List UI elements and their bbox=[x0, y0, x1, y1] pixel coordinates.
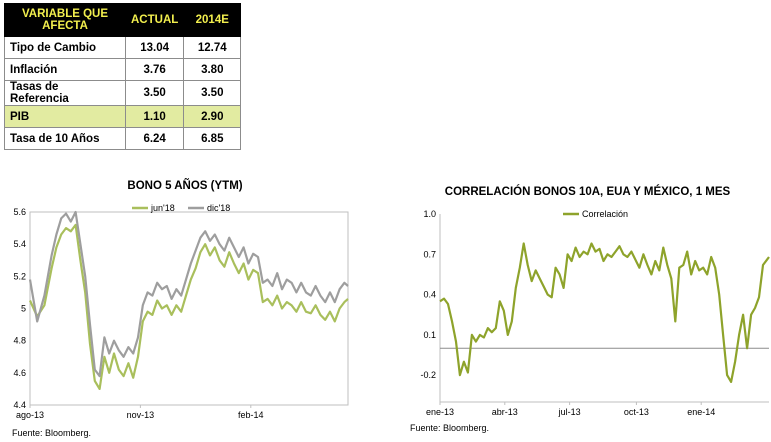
table-row: Tasas de Referencia 3.50 3.50 bbox=[4, 80, 242, 106]
x-tick-label: ene-14 bbox=[687, 407, 715, 417]
x-tick-label: ago-13 bbox=[16, 410, 44, 420]
header-variable: VARIABLE QUE AFECTA bbox=[4, 3, 126, 37]
plot-frame bbox=[29, 211, 349, 406]
row-label: PIB bbox=[4, 105, 126, 128]
y-tick-label: 4.4 bbox=[13, 400, 26, 410]
row-label: Tasa de 10 Años bbox=[4, 127, 126, 150]
table-row: Tasa de 10 Años 6.24 6.85 bbox=[4, 127, 242, 150]
y-tick-label: 1.0 bbox=[423, 209, 436, 219]
x-tick-label: feb-14 bbox=[238, 410, 264, 420]
y-tick-label: 5.2 bbox=[13, 271, 26, 281]
row-label: Tasas de Referencia bbox=[4, 80, 126, 106]
source-note-2: Fuente: Bloomberg. bbox=[410, 423, 490, 433]
row-label: Inflación bbox=[4, 58, 126, 81]
row-actual: 3.50 bbox=[124, 80, 185, 106]
y-tick-label: 5 bbox=[21, 304, 26, 314]
row-actual: 6.24 bbox=[124, 127, 185, 150]
row-2014e: 3.80 bbox=[183, 58, 242, 81]
row-2014e: 2.90 bbox=[183, 105, 242, 128]
row-actual: 1.10 bbox=[124, 105, 185, 128]
row-2014e: 3.50 bbox=[183, 80, 242, 106]
header-actual: ACTUAL bbox=[124, 3, 185, 37]
y-tick-label: 0.4 bbox=[423, 290, 436, 300]
y-tick-label: 4.6 bbox=[13, 368, 26, 378]
legend-label: dic'18 bbox=[207, 203, 230, 213]
correlation-chart: 1.0 0.7 0.4 0.1 -0.2 ene-13 abr-13 jul-13 oct-13… bbox=[420, 209, 770, 417]
table-header-row: VARIABLE QUE AFECTA ACTUAL 2014E bbox=[4, 3, 242, 37]
legend-label: Correlación bbox=[582, 209, 628, 219]
series-line-1 bbox=[28, 223, 349, 390]
series-line-2 bbox=[28, 210, 349, 378]
source-note-1: Fuente: Bloomberg. bbox=[12, 428, 92, 438]
x-tick-label: oct-13 bbox=[624, 407, 649, 417]
y-tick-label: 0.1 bbox=[423, 330, 436, 340]
row-2014e: 12.74 bbox=[183, 36, 242, 59]
x-tick-label: jul-13 bbox=[558, 407, 581, 417]
table-row: Inflación 3.76 3.80 bbox=[4, 58, 242, 81]
series-line-1 bbox=[439, 242, 770, 383]
chart-title-bono5: BONO 5 AÑOS (YTM) bbox=[127, 180, 243, 192]
y-tick-label: 4.8 bbox=[13, 336, 26, 346]
y-tick-label: -0.2 bbox=[420, 370, 436, 380]
row-2014e: 6.85 bbox=[183, 127, 242, 150]
variables-table: VARIABLE QUE AFECTA ACTUAL 2014E Tipo de… bbox=[4, 3, 242, 150]
x-tick-label: nov-13 bbox=[127, 410, 155, 420]
x-tick-label: abr-13 bbox=[492, 407, 518, 417]
table-row: Tipo de Cambio 13.04 12.74 bbox=[4, 36, 242, 59]
row-actual: 3.76 bbox=[124, 58, 185, 81]
row-actual: 13.04 bbox=[124, 36, 185, 59]
row-label: Tipo de Cambio bbox=[4, 36, 126, 59]
table-row-highlighted: PIB 1.10 2.90 bbox=[4, 105, 242, 128]
x-tick-label: ene-13 bbox=[426, 407, 454, 417]
y-tick-label: 5.4 bbox=[13, 239, 26, 249]
header-2014e: 2014E bbox=[183, 3, 242, 37]
y-tick-label: 0.7 bbox=[423, 249, 436, 259]
legend-label: jun'18 bbox=[150, 203, 175, 213]
y-tick-label: 5.6 bbox=[13, 207, 26, 217]
chart-title-correlacion: CORRELACIÓN BONOS 10A, EUA Y MÉXICO, 1 M… bbox=[444, 186, 731, 198]
